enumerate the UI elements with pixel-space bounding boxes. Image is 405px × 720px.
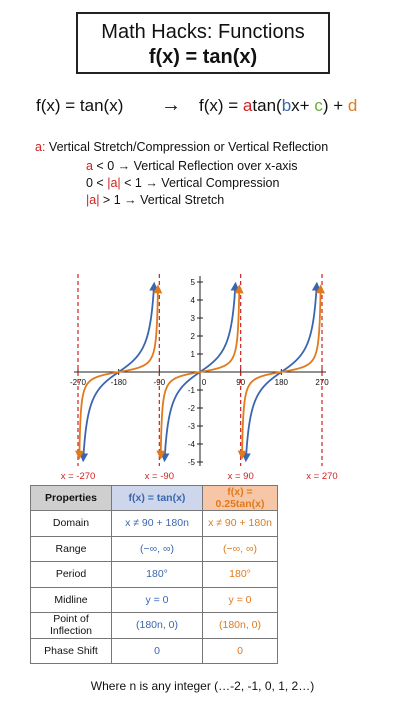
formula-x-plus: x+ <box>291 96 315 115</box>
asymptote-label: x = -270 <box>61 471 96 482</box>
row-label: Range <box>30 535 112 562</box>
y-tick-label: -5 <box>188 458 196 467</box>
asymptote-label: x = -90 <box>145 471 174 482</box>
row-label: Midline <box>30 586 112 613</box>
definition-line: 0 < |a| < 1 → Vertical Compression <box>86 175 298 192</box>
series-line <box>74 284 163 460</box>
definition-line-highlight: |a| <box>86 193 100 207</box>
table-row: Midline y = 0 y = 0 <box>30 586 278 613</box>
formula-close-plus: ) + <box>322 96 348 115</box>
param-a: a <box>242 96 253 115</box>
y-tick-label: 1 <box>191 350 196 359</box>
definition-lines: a < 0 → Vertical Reflection over x-axis … <box>86 158 298 209</box>
row-tan-value: 0 <box>111 637 203 664</box>
formula-rhs: f(x) = atan(bx+ c) + d <box>199 96 357 116</box>
definition-line-post: < 0 → Vertical Reflection over x-axis <box>92 159 298 173</box>
definition-line-highlight: |a| <box>107 176 121 190</box>
formula-rhs-prefix: f(x) = <box>199 96 243 115</box>
table-row: Point of Inflection (180n, 0) (180n, 0) <box>30 612 278 639</box>
y-tick-label: -2 <box>188 404 196 413</box>
row-quarter-value: 180° <box>202 561 278 588</box>
arrow-icon: → <box>161 94 181 116</box>
y-tick-label: 3 <box>191 314 196 323</box>
x-tick-label: 180 <box>275 378 289 387</box>
row-tan-value: y = 0 <box>111 586 203 613</box>
y-tick-label: 5 <box>191 278 196 287</box>
definition-line-highlight: a <box>86 159 93 173</box>
asymptote-label: x = 270 <box>306 471 337 482</box>
table-row: Domain x ≠ 90 + 180n x ≠ 90 + 180n <box>30 510 278 537</box>
footnote: Where n is any integer (…-2, -1, 0, 1, 2… <box>90 679 315 693</box>
row-quarter-value: (−∞, ∞) <box>202 535 278 562</box>
param-b: b <box>281 96 292 115</box>
definition-line: |a| > 1 → Vertical Stretch <box>86 192 298 209</box>
param-c: c <box>314 96 323 115</box>
row-label: Period <box>30 561 112 588</box>
x-tick-label: 0 <box>202 378 207 387</box>
table-header-properties: Properties <box>30 485 112 511</box>
x-tick-label: -180 <box>111 378 128 387</box>
definition-line-post: > 1 → Vertical Stretch <box>99 193 225 207</box>
table-header-row: Properties f(x) = tan(x) f(x) = 0.25tan(… <box>30 485 278 511</box>
table-header-tan: f(x) = tan(x) <box>111 485 203 511</box>
row-quarter-value: (180n, 0) <box>202 612 278 639</box>
table-row: Phase Shift 0 0 <box>30 637 278 664</box>
row-label: Domain <box>30 510 112 537</box>
row-tan-value: (180n, 0) <box>111 612 203 639</box>
page-subtitle: f(x) = tan(x) <box>148 46 258 68</box>
y-tick-label: 2 <box>191 332 196 341</box>
row-quarter-value: x ≠ 90 + 180n <box>202 510 278 537</box>
y-tick-label: 4 <box>191 296 196 305</box>
row-label: Phase Shift <box>30 637 112 664</box>
y-tick-label: -4 <box>188 440 196 449</box>
formula-lhs: f(x) = tan(x) <box>36 96 124 115</box>
row-quarter-value: y = 0 <box>202 586 278 613</box>
properties-table: Properties f(x) = tan(x) f(x) = 0.25tan(… <box>30 485 278 664</box>
formula-row: f(x) = tan(x) → f(x) = atan(bx+ c) + d <box>36 94 357 116</box>
definition-heading: a: Vertical Stretch/Compression or Verti… <box>35 140 328 154</box>
table-row: Period 180° 180° <box>30 561 278 588</box>
definition-line: a < 0 → Vertical Reflection over x-axis <box>86 158 298 175</box>
page-title: Math Hacks: Functions <box>101 21 305 43</box>
row-label: Point of Inflection <box>30 612 112 639</box>
y-tick-label: -1 <box>188 386 196 395</box>
table-row: Range (−∞, ∞) (−∞, ∞) <box>30 535 278 562</box>
asymptote-label: x = 90 <box>228 471 254 482</box>
definition-a-label: a: <box>35 140 46 154</box>
series-line <box>237 284 326 460</box>
row-tan-value: 180° <box>111 561 203 588</box>
formula-tan-open: tan( <box>252 96 282 115</box>
row-tan-value: (−∞, ∞) <box>111 535 203 562</box>
row-tan-value: x ≠ 90 + 180n <box>111 510 203 537</box>
row-quarter-value: 0 <box>202 637 278 664</box>
definition-text: Vertical Stretch/Compression or Vertical… <box>48 140 329 154</box>
definition-line-post: < 1 → Vertical Compression <box>120 176 280 190</box>
definition-line-pre: 0 < <box>86 176 108 190</box>
y-tick-label: -3 <box>188 422 196 431</box>
series-line <box>156 284 244 460</box>
title-box: Math Hacks: Functions f(x) = tan(x) <box>76 12 330 74</box>
param-d: d <box>347 96 358 115</box>
table-header-quarter-tan: f(x) = 0.25tan(x) <box>202 485 278 511</box>
